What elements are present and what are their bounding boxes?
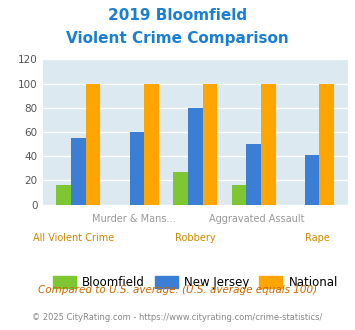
Text: Murder & Mans...: Murder & Mans... <box>92 214 176 224</box>
Text: Aggravated Assault: Aggravated Assault <box>208 214 304 224</box>
Text: All Violent Crime: All Violent Crime <box>33 233 114 243</box>
Bar <box>188 108 203 205</box>
Bar <box>71 138 86 205</box>
Text: © 2025 CityRating.com - https://www.cityrating.com/crime-statistics/: © 2025 CityRating.com - https://www.city… <box>32 313 323 322</box>
Bar <box>232 185 246 205</box>
Text: Rape: Rape <box>305 233 330 243</box>
Bar <box>261 83 275 205</box>
Text: Robbery: Robbery <box>175 233 215 243</box>
Legend: Bloomfield, New Jersey, National: Bloomfield, New Jersey, National <box>48 272 343 294</box>
Bar <box>305 155 320 205</box>
Bar <box>144 83 159 205</box>
Bar <box>320 83 334 205</box>
Text: 2019 Bloomfield: 2019 Bloomfield <box>108 8 247 23</box>
Text: Violent Crime Comparison: Violent Crime Comparison <box>66 31 289 46</box>
Text: Compared to U.S. average. (U.S. average equals 100): Compared to U.S. average. (U.S. average … <box>38 285 317 295</box>
Bar <box>86 83 100 205</box>
Bar <box>246 144 261 205</box>
Bar <box>130 132 144 205</box>
Bar <box>173 172 188 205</box>
Bar <box>203 83 217 205</box>
Bar <box>56 185 71 205</box>
